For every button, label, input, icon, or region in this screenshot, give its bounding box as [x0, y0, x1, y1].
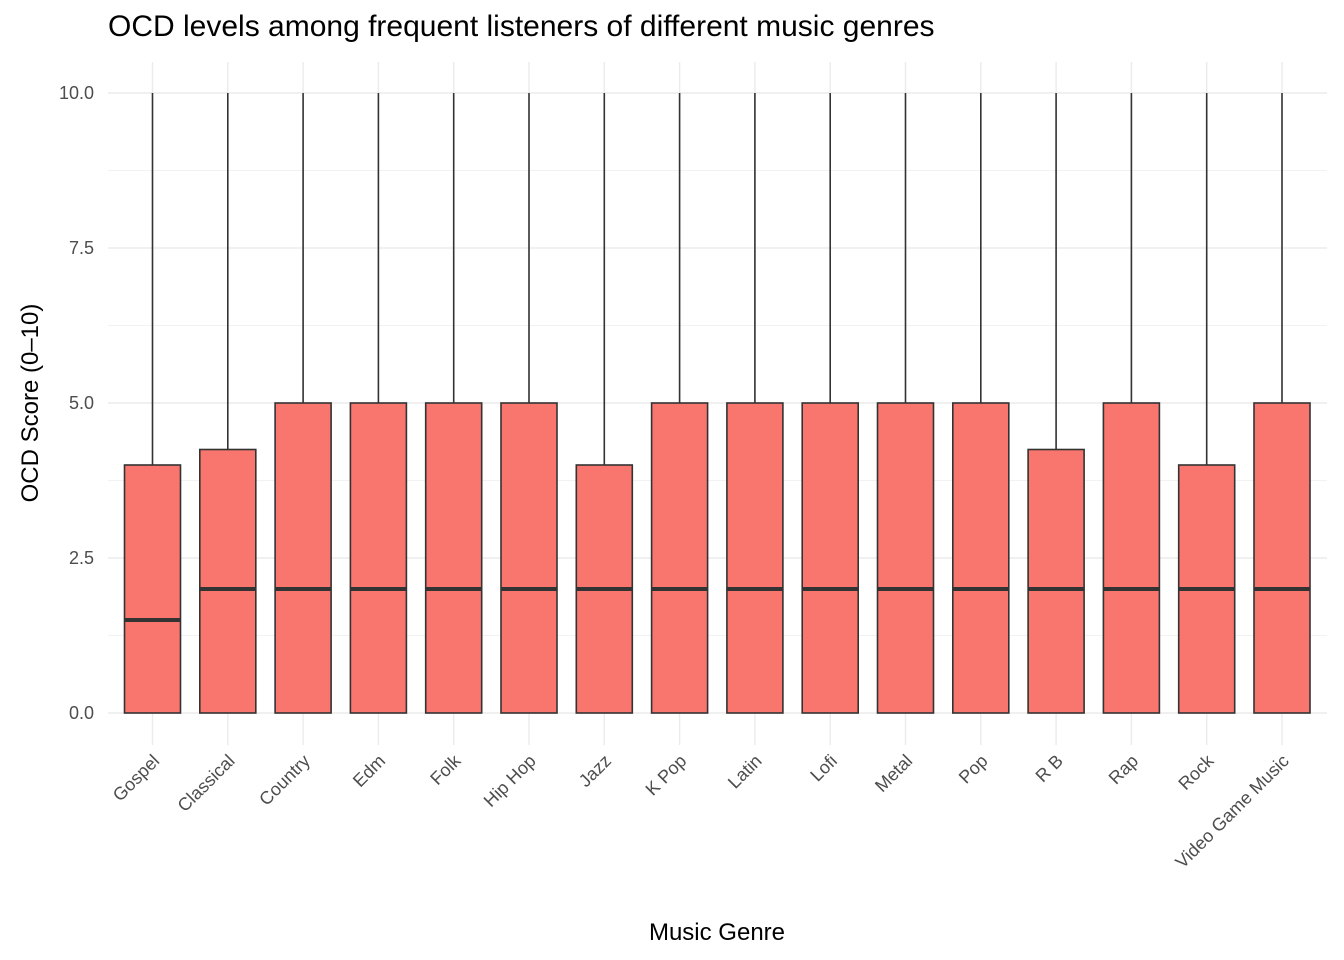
box-video-game-music	[1253, 93, 1311, 714]
box-body	[951, 402, 1010, 714]
box-r-b	[1027, 93, 1085, 714]
box-body	[650, 402, 709, 714]
box-body	[801, 402, 860, 714]
box-k-pop	[650, 93, 709, 714]
box-body	[349, 402, 408, 714]
chart-title: OCD levels among frequent listeners of d…	[108, 10, 935, 43]
box-body	[274, 402, 332, 714]
x-axis-label: Music Genre	[649, 919, 785, 946]
box-lofi	[801, 93, 860, 714]
y-axis-label: OCD Score (0–10)	[17, 304, 44, 503]
box-classical	[199, 93, 257, 714]
y-tick-label: 0.0	[69, 703, 94, 723]
box-body	[424, 402, 483, 714]
box-body	[123, 464, 182, 714]
x-tick-label: Latin	[724, 751, 766, 793]
box-body	[199, 448, 257, 714]
box-latin	[726, 93, 784, 714]
x-tick-label: Jazz	[575, 751, 615, 791]
x-tick-label: Lofi	[806, 751, 841, 786]
box-pop	[951, 93, 1010, 714]
x-tick-label: Rock	[1174, 750, 1218, 794]
box-body	[1253, 402, 1311, 714]
box-body	[726, 402, 784, 714]
x-tick-label: Gospel	[109, 751, 163, 805]
y-tick-label: 2.5	[69, 548, 94, 568]
x-tick-label: R B	[1032, 751, 1067, 786]
x-tick-label: Edm	[349, 751, 389, 791]
box-body	[500, 402, 558, 714]
box-jazz	[575, 93, 634, 714]
x-tick-label: Classical	[174, 751, 239, 816]
x-tick-label: Country	[255, 751, 314, 810]
box-metal	[876, 93, 935, 714]
box-body	[1027, 448, 1085, 714]
box-country	[274, 93, 332, 714]
x-axis-ticks: Gospel Classical Country Edm Folk Hip Hop Jazz…	[109, 750, 1293, 872]
y-tick-label: 5.0	[69, 393, 94, 413]
box-body	[1102, 402, 1161, 714]
y-tick-label: 7.5	[69, 238, 94, 258]
x-tick-label: K Pop	[642, 751, 691, 800]
box-folk	[424, 93, 483, 714]
box-hip-hop	[500, 93, 558, 714]
box-edm	[349, 93, 408, 714]
x-tick-label: Metal	[871, 751, 916, 796]
x-tick-label: Pop	[955, 751, 992, 788]
boxes	[123, 93, 1311, 714]
box-body	[876, 402, 935, 714]
y-tick-label: 10.0	[59, 83, 94, 103]
box-rock	[1177, 93, 1236, 714]
x-tick-label: Folk	[426, 750, 465, 789]
x-tick-label: Hip Hop	[480, 751, 540, 811]
x-tick-label: Rap	[1105, 751, 1142, 788]
box-gospel	[123, 93, 182, 714]
y-axis-ticks: 0.0 2.5 5.0 7.5 10.0	[59, 83, 94, 723]
box-rap	[1102, 93, 1161, 714]
